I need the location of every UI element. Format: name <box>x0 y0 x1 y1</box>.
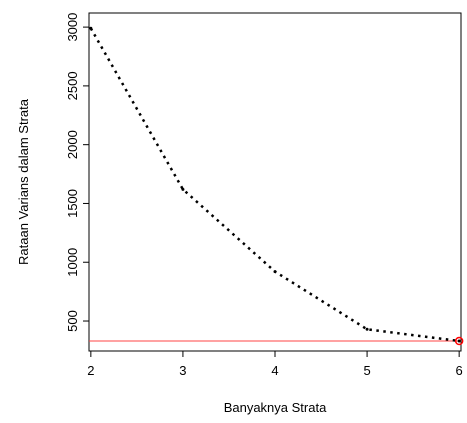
data-point <box>457 339 461 343</box>
y-tick-label: 500 <box>65 310 80 332</box>
data-point <box>365 327 369 331</box>
highlight-marker <box>454 336 464 346</box>
series-line <box>89 27 460 343</box>
data-point <box>89 26 93 30</box>
x-tick-label: 3 <box>179 363 186 378</box>
data-point <box>273 270 277 274</box>
y-tick-label: 3000 <box>65 13 80 42</box>
x-tick-label: 2 <box>87 363 94 378</box>
data-point <box>181 187 185 191</box>
x-tick-label: 5 <box>363 363 370 378</box>
y-tick-label: 1000 <box>65 248 80 277</box>
y-axis-label: Rataan Varians dalam Strata <box>16 98 31 265</box>
y-tick-label: 2000 <box>65 130 80 159</box>
x-tick-label: 4 <box>271 363 278 378</box>
y-tick-label: 1500 <box>65 189 80 218</box>
y-tick-label: 2500 <box>65 71 80 100</box>
data-points <box>89 26 461 343</box>
x-tick-label: 6 <box>456 363 463 378</box>
highlight-point <box>454 336 464 346</box>
x-axis: 2 3 4 5 6 <box>87 351 463 378</box>
y-axis: 500 1000 1500 2000 2500 3000 <box>65 13 89 332</box>
plot-frame <box>88 12 462 352</box>
x-axis-label: Banyaknya Strata <box>224 400 327 415</box>
